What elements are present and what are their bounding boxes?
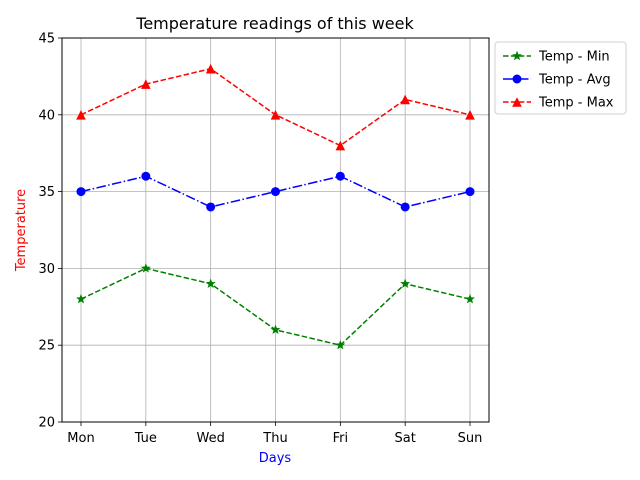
x-tick-label: Sun [458,431,483,446]
y-tick-label: 35 [38,185,55,200]
x-tick-label: Mon [67,431,94,446]
data-point [271,187,280,197]
x-axis: Mon Tue Wed Thu Fri Sat Sun [67,422,482,446]
grid-lines [62,37,489,423]
x-tick-label: Thu [262,431,287,446]
series-temp-min [76,263,475,350]
x-tick-label: Tue [134,431,157,446]
x-tick-label: Fri [333,431,349,446]
data-point [465,187,475,197]
legend-marker [512,74,522,84]
data-point [76,110,86,120]
legend-box [494,41,627,115]
x-tick-label: Wed [196,431,224,446]
data-point [205,278,216,288]
data-point [76,293,86,304]
legend: Temp - Min Temp - Avg Temp - Max [494,41,627,115]
data-point [206,202,216,212]
y-tick-label: 20 [38,416,55,431]
data-point [140,263,151,273]
series-temp-max [76,63,475,151]
y-tick-label: 30 [38,262,55,277]
data-point [400,202,410,212]
y-tick-label: 25 [38,339,55,354]
legend-marker [512,50,522,61]
data-point [76,187,86,197]
legend-marker [512,97,522,107]
series-temp-avg [76,171,475,212]
legend-item: Temp - Max [503,96,614,111]
data-point [465,110,475,120]
data-point [335,340,346,350]
data-point [141,79,151,89]
y-axis: 20 25 30 35 40 45 [38,32,62,431]
legend-label: Temp - Min [538,50,610,65]
legend-item: Temp - Min [503,50,610,65]
data-point [270,324,281,335]
data-point [205,63,216,74]
data-point [335,171,345,181]
x-axis-label: Days [259,451,292,466]
data-point [465,293,475,304]
data-point [270,110,281,120]
data-point [400,94,410,105]
legend-label: Temp - Max [538,96,614,111]
y-tick-label: 45 [38,32,55,47]
y-axis-label: Temperature [14,189,29,272]
legend-label: Temp - Avg [538,73,611,88]
x-tick-label: Sat [395,431,416,446]
y-tick-label: 40 [38,108,55,123]
data-point [141,171,151,181]
series-layer [76,63,475,350]
legend-item: Temp - Avg [503,73,611,88]
data-point [400,278,411,288]
data-point [335,140,346,151]
chart-title: Temperature readings of this week [135,14,414,33]
